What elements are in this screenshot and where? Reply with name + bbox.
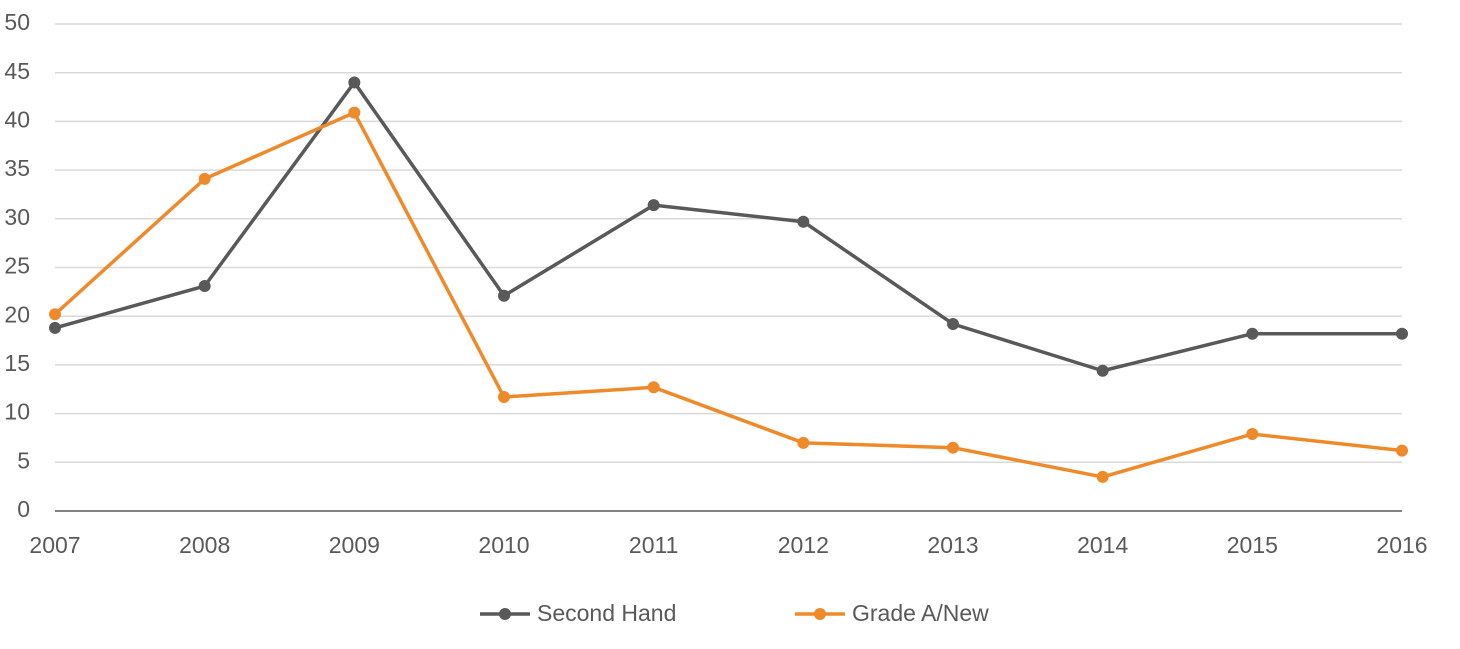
data-point [797,436,810,449]
x-tick-label: 2009 [329,532,380,558]
data-point [198,172,211,185]
data-point [1396,327,1408,340]
legend-marker [814,608,826,620]
x-tick-label: 2013 [927,532,978,558]
y-tick-label: 40 [4,106,30,132]
y-tick-label: 35 [4,155,30,181]
y-tick-label: 10 [4,399,30,425]
data-point [797,215,810,228]
y-tick-label: 20 [4,301,30,327]
data-point [498,391,510,404]
series-line [53,110,1403,479]
data-point [49,308,61,321]
data-point [947,317,959,330]
x-tick-label: 2008 [179,532,230,558]
data-point [1246,327,1259,340]
y-tick-label: 15 [4,350,30,376]
data-point [647,199,660,212]
data-point [198,280,211,293]
x-tick-label: 2015 [1227,532,1278,558]
y-tick-label: 30 [4,204,30,230]
y-tick-label: 45 [4,58,30,84]
legend-marker [499,608,511,620]
data-point [49,321,61,334]
data-point [348,76,361,89]
data-point [498,289,510,302]
data-point [947,441,959,454]
y-tick-label: 50 [4,9,30,35]
data-point [348,106,361,119]
legend-label: Second Hand [537,600,676,626]
y-tick-label: 5 [17,447,30,473]
x-tick-label: 2007 [29,532,80,558]
legend-label: Grade A/New [852,600,989,626]
x-tick-label: 2016 [1376,532,1427,558]
x-tick-label: 2014 [1077,532,1128,558]
y-tick-label: 0 [17,496,30,522]
data-point [1246,428,1259,441]
data-point [1096,470,1109,483]
y-tick-label: 25 [4,253,30,279]
x-tick-label: 2011 [629,532,678,558]
data-point [1096,364,1109,377]
data-point [647,381,660,394]
data-point [1396,444,1408,457]
x-tick-label: 2010 [478,532,529,558]
x-tick-label: 2012 [778,532,829,558]
series-line [54,80,1402,373]
